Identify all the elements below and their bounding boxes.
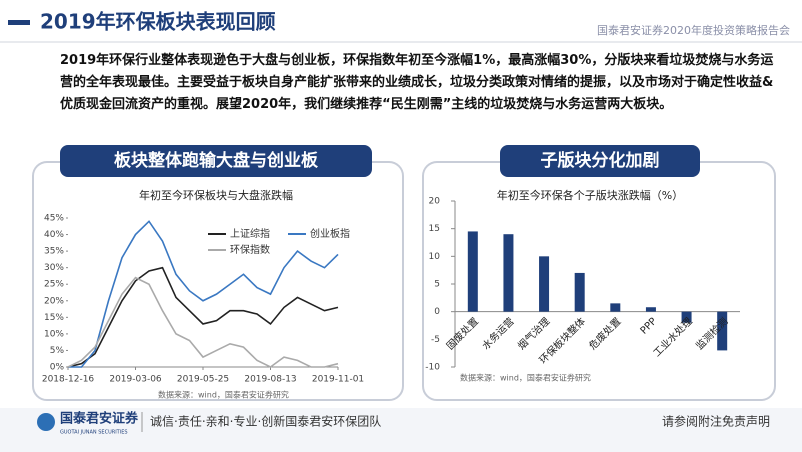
series-line bbox=[68, 220, 339, 368]
bar bbox=[717, 311, 728, 351]
bar bbox=[467, 231, 478, 312]
bar bbox=[681, 311, 692, 323]
bar bbox=[645, 307, 656, 312]
y-tick-label: 15 bbox=[429, 224, 440, 234]
series-line bbox=[67, 276, 339, 368]
y-tick-label: 20 bbox=[429, 197, 441, 207]
y-tick-label: 35% bbox=[44, 247, 64, 257]
x-tick-label: 2019-03-06 bbox=[109, 375, 162, 385]
logo-en: GUOTAI JUNAN SECURITIES bbox=[60, 430, 128, 436]
x-tick-label: 2019-08-13 bbox=[244, 375, 296, 385]
bar bbox=[503, 234, 514, 312]
y-tick-label: 10 bbox=[429, 252, 441, 262]
y-tick-label: 5% bbox=[50, 346, 65, 356]
report-name: 国泰君安证券2020年度投资策略报告会 bbox=[597, 23, 790, 37]
y-tick-label: 5 bbox=[434, 280, 440, 290]
panel-header bbox=[60, 145, 372, 177]
bar bbox=[610, 303, 621, 312]
y-tick-label: 15% bbox=[44, 313, 64, 323]
y-tick-label: -10 bbox=[425, 363, 440, 373]
logo-text: 国泰君安证券 bbox=[60, 411, 139, 427]
y-tick-label: 40% bbox=[44, 230, 64, 240]
legend-label: 环保指数 bbox=[230, 243, 270, 256]
chart-title: 年初至今环保各个子版块涨跌幅（%） bbox=[497, 188, 683, 202]
logo-icon bbox=[37, 413, 55, 431]
panel-header bbox=[500, 145, 700, 177]
body-text: 2019年环保行业整体表现逊色于大盘与创业板，环保指数年初至今涨幅1%，最高涨幅… bbox=[60, 53, 774, 112]
y-tick-label: 0% bbox=[50, 363, 65, 373]
y-tick-label: 10% bbox=[44, 329, 64, 339]
x-tick-label: 2018-12-16 bbox=[42, 375, 95, 385]
legend-label: 创业板指 bbox=[310, 227, 350, 240]
series-line bbox=[67, 266, 339, 368]
y-tick-label: 20% bbox=[44, 296, 64, 306]
source-note: 数据来源：wind，国泰君安证券研究 bbox=[460, 373, 591, 383]
y-tick-label: 45% bbox=[44, 214, 64, 224]
legend-label: 上证综指 bbox=[230, 227, 270, 240]
source-note: 数据来源：wind，国泰君安证券研究 bbox=[158, 390, 289, 400]
y-tick-label: -5 bbox=[431, 335, 440, 345]
slogan: 诚信·责任·亲和·专业·创新国泰君安环保团队 bbox=[150, 414, 381, 429]
disclaimer: 请参阅附注免责声明 bbox=[662, 414, 770, 429]
footer-band bbox=[0, 408, 802, 452]
title: 2019年环保板块表现回顾 bbox=[40, 10, 276, 34]
chart-title: 年初至今环保板块与大盘涨跌幅 bbox=[139, 188, 293, 202]
x-tick-label: 2019-05-25 bbox=[177, 375, 229, 385]
panel-title: 子版块分化加剧 bbox=[541, 150, 660, 171]
x-tick-label: 2019-11-01 bbox=[312, 375, 364, 385]
y-tick-label: 0 bbox=[434, 307, 440, 317]
y-tick-label: 30% bbox=[44, 263, 64, 273]
bar bbox=[574, 272, 585, 312]
panel-title: 板块整体跑输大盘与创业板 bbox=[114, 150, 319, 171]
title-dash bbox=[8, 20, 30, 25]
y-tick-label: 25% bbox=[44, 280, 64, 290]
bar bbox=[539, 256, 550, 312]
